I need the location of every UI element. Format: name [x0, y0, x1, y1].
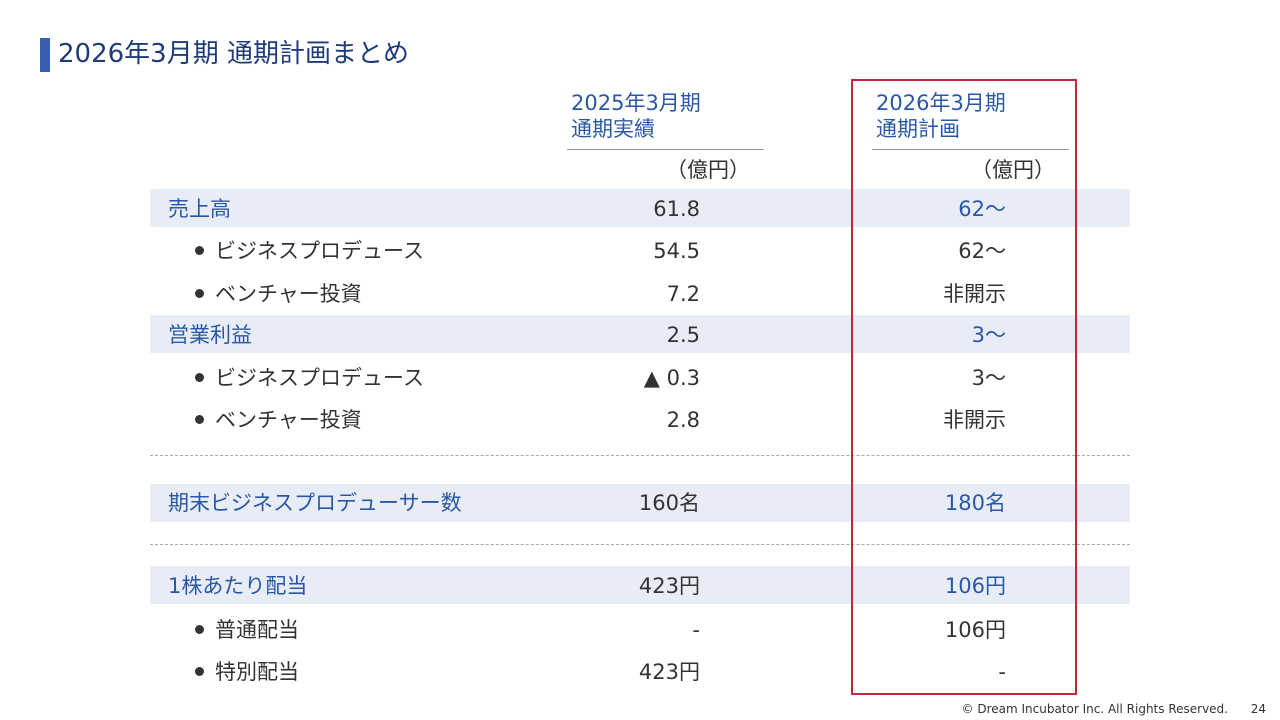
row-label-special-dividend: 特別配当: [215, 660, 299, 684]
value-fy2026-sales-venture-investment: 非開示: [943, 282, 1006, 306]
column-header-fy2025-line2: 通期実績: [571, 117, 655, 141]
row-label-dividend: 1株あたり配当: [168, 574, 308, 598]
row-label-sales-venture-investment: ベンチャー投資: [215, 282, 362, 306]
value-fy2025-sales-venture-investment: 7.2: [666, 282, 700, 306]
row-band-sales: [150, 189, 1130, 227]
column-header-fy2026-line2: 通期計画: [876, 117, 960, 141]
row-label-ordinary-dividend: 普通配当: [215, 618, 299, 642]
row-label-op-business-produce: ビジネスプロデュース: [215, 366, 424, 390]
title-accent-bar: [40, 38, 50, 72]
row-band-operating-profit: [150, 315, 1130, 353]
value-fy2026-producers: 180名: [944, 491, 1006, 515]
copyright-footer: © Dream Incubator Inc. All Rights Reserv…: [961, 702, 1228, 716]
row-band-producers: [150, 484, 1130, 522]
bullet-icon: [195, 246, 204, 255]
column-header-fy2026-line1: 2026年3月期: [876, 91, 1006, 115]
row-band-dividend: [150, 566, 1130, 604]
value-fy2025-sales: 61.8: [653, 197, 700, 221]
plan-column-highlight-box: [851, 79, 1077, 695]
section-divider: [150, 544, 1130, 545]
value-fy2026-sales: 62～: [958, 197, 1006, 221]
bullet-icon: [195, 667, 204, 676]
value-fy2025-producers: 160名: [638, 491, 700, 515]
column-header-fy2025-underline: [567, 149, 764, 150]
column-header-fy2025: 2025年3月期 通期実績: [571, 90, 701, 142]
unit-label-fy2025: （億円）: [666, 158, 750, 182]
column-header-fy2026-underline: [872, 149, 1069, 150]
bullet-icon: [195, 415, 204, 424]
bullet-icon: [195, 289, 204, 298]
row-label-sales-business-produce: ビジネスプロデュース: [215, 239, 424, 263]
value-fy2025-sales-business-produce: 54.5: [653, 239, 700, 263]
unit-label-fy2026: （億円）: [971, 158, 1055, 182]
row-label-op-venture-investment: ベンチャー投資: [215, 408, 362, 432]
value-fy2026-sales-business-produce: 62～: [958, 239, 1006, 263]
section-divider: [150, 455, 1130, 456]
page-number: 24: [1250, 702, 1266, 716]
row-label-producers: 期末ビジネスプロデューサー数: [168, 491, 462, 515]
value-fy2025-special-dividend: 423円: [638, 660, 700, 684]
value-fy2025-operating-profit: 2.5: [666, 323, 700, 347]
value-fy2026-op-venture-investment: 非開示: [943, 408, 1006, 432]
value-fy2025-op-venture-investment: 2.8: [666, 408, 700, 432]
column-header-fy2025-line1: 2025年3月期: [571, 91, 701, 115]
value-fy2026-dividend: 106円: [944, 574, 1006, 598]
bullet-icon: [195, 625, 204, 634]
value-fy2026-op-business-produce: 3～: [971, 366, 1006, 390]
value-fy2025-dividend: 423円: [638, 574, 700, 598]
value-fy2026-special-dividend: -: [998, 660, 1006, 684]
row-label-sales: 売上高: [168, 197, 231, 221]
value-fy2026-ordinary-dividend: 106円: [944, 618, 1006, 642]
value-fy2025-op-business-produce: ▲ 0.3: [643, 366, 700, 390]
column-header-fy2026: 2026年3月期 通期計画: [876, 90, 1006, 142]
page-title: 2026年3月期 通期計画まとめ: [58, 39, 409, 69]
row-label-operating-profit: 営業利益: [168, 323, 252, 347]
value-fy2025-ordinary-dividend: -: [692, 618, 700, 642]
bullet-icon: [195, 373, 204, 382]
value-fy2026-operating-profit: 3～: [971, 323, 1006, 347]
